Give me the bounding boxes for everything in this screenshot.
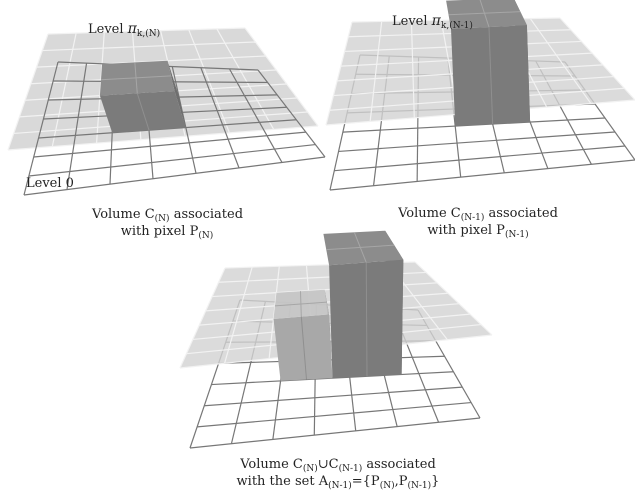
panel-3-ground-grid-h — [218, 355, 445, 365]
panel-1-level-plane-grid-h — [47, 27, 246, 35]
pi-symbol: π — [431, 13, 441, 29]
panel-1-volume-top-grid — [100, 75, 172, 81]
panel-1-ground-grid-h — [28, 143, 316, 177]
panel-1-volume-side-face — [167, 60, 186, 128]
panel-1-level-plane-grid-v — [188, 29, 230, 134]
level-subscript: k,(N-1) — [440, 21, 473, 31]
panel-3-level-plane-grid-v — [414, 261, 493, 336]
panel-1-ground-grid-h — [23, 156, 326, 196]
panel-1-ground-grid-v — [66, 63, 88, 190]
panel-1-level-plane-grid-h — [42, 41, 256, 52]
panel-3-volume-n-front-grid — [300, 316, 307, 380]
panel-2-level-plane-grid-v — [325, 21, 353, 126]
panel-3-ground-grid-h — [197, 401, 472, 428]
panel-1-ground-grid-v — [228, 68, 283, 163]
panel-1-level-label: Level πk,(N) — [88, 21, 161, 39]
panel-2-level-plane-grid-v — [369, 21, 383, 122]
panel-2-level-plane-grid-v — [410, 20, 415, 118]
panel-3-ground-grid-h — [211, 371, 454, 386]
panel-3-volume-n-1-top-grid — [326, 244, 395, 251]
panel-1-level-plane-grid-v — [95, 32, 105, 144]
panel-1-ground-grid-v — [171, 66, 197, 174]
panel-3-volume-n-top-grid — [274, 301, 327, 307]
panel-2-ground-grid-h — [334, 145, 626, 172]
panel-1-volume-front-grid — [136, 93, 150, 131]
panel-3-volume-n-1-top-face — [323, 230, 404, 266]
panel-1-level-plane-grid-v — [7, 33, 49, 151]
panel-3-level-plane-grid-v — [223, 266, 253, 364]
panel-3-caption: Volume C(N)∪C(N-1) associated with the s… — [236, 457, 440, 491]
panel-2-ground-grid-h — [338, 131, 616, 153]
panel-1-ground-grid-v — [23, 61, 59, 196]
panel-1-level-plane-grid-v — [244, 27, 319, 127]
level-subscript: k,(N) — [136, 29, 161, 39]
panel-3-level-plane-grid-v — [179, 267, 226, 369]
panel-2-ground-grid-h — [329, 159, 635, 191]
panel-3-level-plane-grid-v — [268, 266, 280, 359]
panel-3-level-plane-grid-h — [199, 303, 460, 326]
level-word: Level — [88, 22, 124, 37]
panel-3-level-plane-grid-h — [205, 292, 449, 312]
panel-2-volume-top-grid — [448, 11, 521, 16]
pi-symbol: π — [127, 21, 137, 37]
panel-1-level-plane-grid-v — [51, 33, 77, 147]
panel-2-volume-front-grid — [488, 27, 494, 125]
panel-1-ground-grid-h — [33, 131, 306, 158]
panel-1-level-plane-grid-h — [36, 55, 266, 68]
panel-1-ground-label: Level 0 — [26, 176, 74, 191]
panel-1-ground-grid-v — [257, 69, 326, 158]
panel-3-ground-grid-h — [189, 417, 481, 449]
panel-1-level-plane-grid-v — [216, 28, 275, 130]
panel-2-level-plane-grid-v — [529, 18, 592, 104]
panel-3-ground-grid-h — [204, 386, 463, 407]
panel-1-level-plane-grid-h — [7, 125, 319, 151]
panel-3-volume-n-1-front-grid — [365, 262, 368, 377]
panel-1-ground-grid-v — [200, 67, 240, 169]
panel-2-volume-top-face — [446, 0, 527, 29]
panel-1-caption: Volume C(N) associated with pixel P(N) — [92, 207, 244, 241]
panel-3-volume-n-front-face — [273, 314, 333, 381]
level-word: Level — [392, 14, 428, 29]
panel-2-caption: Volume C(N-1) associated with pixel P(N-… — [398, 206, 558, 240]
panel-2-level-plane-grid-v — [559, 17, 635, 101]
panel-2-level-label: Level πk,(N-1) — [392, 13, 473, 31]
